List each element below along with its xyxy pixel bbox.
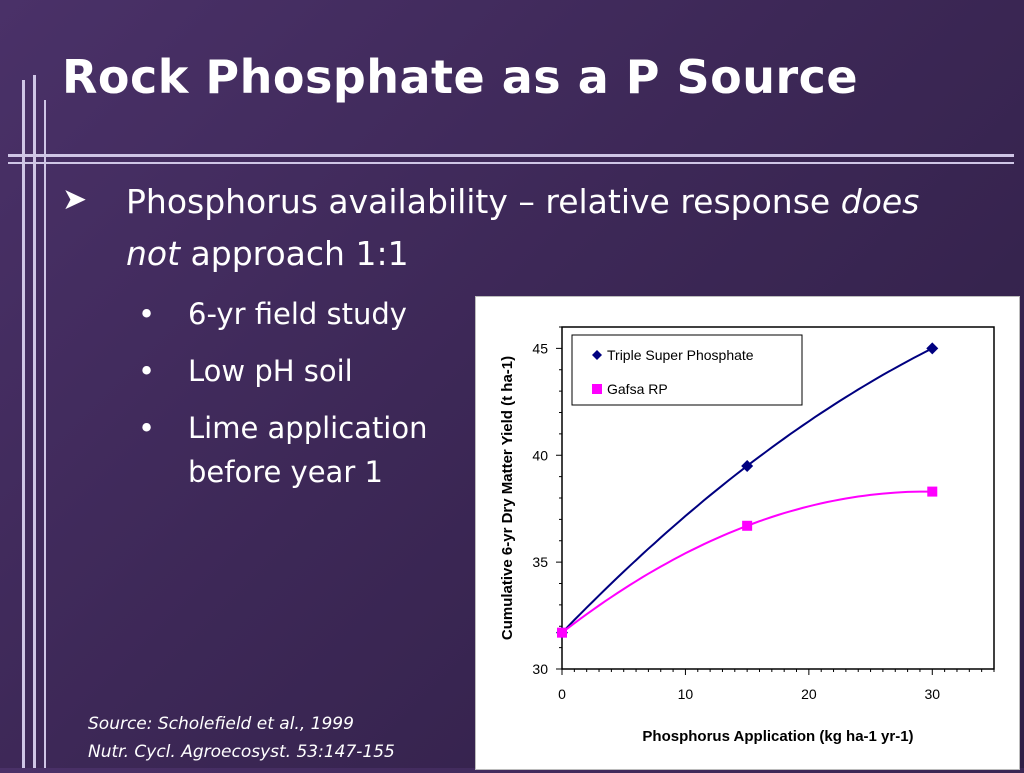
slide-title: Rock Phosphate as a P Source [62, 50, 859, 104]
sub-bullet-text: Lime application before year 1 [188, 411, 428, 489]
y-axis-label: Cumulative 6-yr Dry Matter Yield (t ha-1… [499, 356, 516, 640]
x-tick-label: 10 [678, 686, 694, 702]
sub-bullet: • Low pH soil [130, 349, 458, 393]
data-point-square [557, 627, 567, 638]
bullet-text-part: approach 1:1 [180, 234, 409, 273]
decor-horizontal-line [8, 154, 1014, 157]
legend-label: Gafsa RP [607, 381, 668, 397]
main-bullet-text: Phosphorus availability – relative respo… [126, 176, 1002, 280]
y-tick-label: 45 [532, 340, 548, 356]
bullet-emphasis: does [840, 182, 920, 221]
bullet-dot-icon: • [138, 354, 156, 388]
data-point-square [927, 486, 938, 497]
sub-bullet: • Lime application before year 1 [130, 406, 458, 494]
yield-chart: 30 35 40 45 0 10 20 30 Phosphorus Application (k… [499, 326, 995, 745]
y-tick-label: 30 [532, 661, 548, 677]
source-citation: Source: Scholefield et al., 1999 Nutr. C… [88, 710, 395, 766]
main-bullet: ➤ Phosphorus availability – relative res… [62, 176, 1002, 280]
decor-vertical-line [33, 75, 36, 768]
sub-bullet-list: • 6-yr field study • Low pH soil • Lime … [130, 292, 458, 507]
bullet-text-part: Phosphorus availability – relative respo… [126, 182, 841, 221]
decor-vertical-line [44, 100, 46, 768]
source-line: Source: Scholefield et al., 1999 [88, 714, 354, 734]
x-tick-label: 30 [924, 686, 940, 702]
decor-vertical-line [22, 80, 25, 768]
x-tick-label: 0 [558, 686, 566, 702]
decor-horizontal-line [8, 162, 1014, 164]
bullet-dot-icon: • [138, 411, 156, 445]
sub-bullet: • 6-yr field study [130, 292, 458, 336]
bullet-emphasis: not [126, 234, 181, 273]
sub-bullet-text: Low pH soil [188, 354, 353, 388]
y-tick-label: 40 [532, 447, 548, 463]
legend-box [571, 334, 803, 406]
data-point-diamond [741, 459, 754, 472]
legend-marker-diamond [592, 350, 602, 360]
legend-label: Triple Super Phosphate [607, 347, 754, 363]
data-point-diamond [926, 342, 939, 355]
data-point-square [742, 520, 753, 531]
x-tick-label: 20 [801, 686, 817, 702]
arrow-bullet-icon: ➤ [62, 182, 88, 217]
series-line [561, 490, 933, 634]
y-tick-label: 35 [532, 554, 548, 570]
legend-marker-square [592, 384, 602, 394]
sub-bullet-text: 6-yr field study [188, 297, 407, 331]
bullet-dot-icon: • [138, 297, 156, 331]
chart-panel: 30 35 40 45 0 10 20 30 Phosphorus Application (k… [475, 296, 1020, 770]
source-line: Nutr. Cycl. Agroecosyst. 53:147-155 [88, 742, 395, 762]
x-axis-label: Phosphorus Application (kg ha-1 yr-1) [642, 728, 913, 745]
